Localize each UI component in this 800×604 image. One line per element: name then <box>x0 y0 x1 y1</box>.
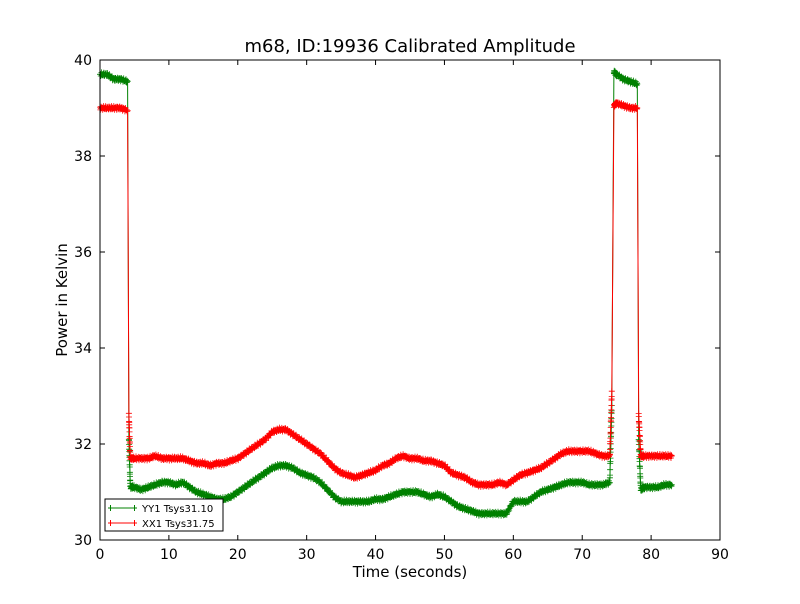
x-tick-label: 20 <box>229 547 247 563</box>
y-tick-label: 32 <box>74 437 92 453</box>
y-tick-label: 40 <box>74 53 92 69</box>
series-2 <box>97 99 675 490</box>
x-tick-label: 70 <box>573 547 591 563</box>
plot-frame <box>99 59 721 541</box>
plot-area <box>97 67 675 519</box>
legend: YY1 Tsys31.10 XX1 Tsys31.75 <box>104 498 224 532</box>
y-axis-label: Power in Kelvin <box>53 243 71 357</box>
legend-marker <box>108 505 137 511</box>
x-tick-label: 90 <box>711 547 729 563</box>
x-tick-label: 0 <box>96 547 105 563</box>
legend-entry: XX1 Tsys31.75 <box>108 519 215 530</box>
x-axis-label: Time (seconds) <box>352 563 468 581</box>
chart-title: m68, ID:19936 Calibrated Amplitude <box>244 36 575 57</box>
axis-ticks: 0 10 20 30 40 50 60 70 80 90 30 32 34 36 38 40 <box>74 53 729 563</box>
y-tick-label: 38 <box>74 149 92 165</box>
x-tick-label: 50 <box>436 547 454 563</box>
legend-label: YY1 Tsys31.10 <box>141 504 213 515</box>
legend-label: XX1 Tsys31.75 <box>142 519 215 530</box>
x-tick-label: 40 <box>367 547 385 563</box>
y-tick-label: 34 <box>74 341 92 357</box>
x-tick-label: 60 <box>504 547 522 563</box>
series-line-2 <box>99 100 673 488</box>
x-tick-label: 80 <box>642 547 660 563</box>
legend-marker <box>108 520 137 526</box>
x-tick-label: 10 <box>160 547 178 563</box>
series-markers-2 <box>97 99 675 490</box>
y-tick-label: 36 <box>74 245 92 261</box>
legend-entry: YY1 Tsys31.10 <box>108 504 213 515</box>
y-tick-label: 30 <box>74 533 92 549</box>
legend-box <box>104 498 224 532</box>
x-tick-label: 30 <box>298 547 316 563</box>
